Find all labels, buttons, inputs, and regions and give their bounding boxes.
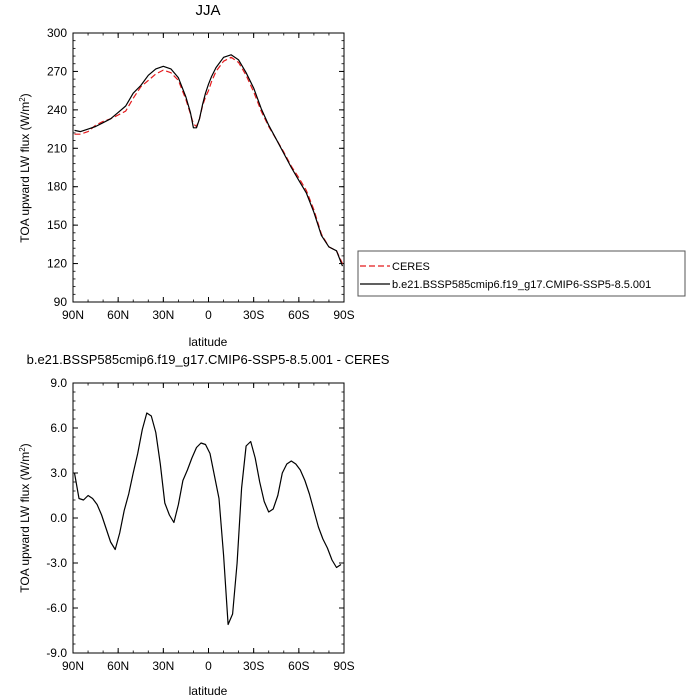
top-x-tick-labels: 90N 60N 30N 0 30S 60S 90S [62,308,355,322]
y-tick-label: 240 [47,103,67,117]
y-tick-label: -9.0 [46,646,67,660]
top-y-axis-label: TOA upward LW flux (W/m2) [18,93,32,242]
y-tick-label: 0.0 [50,511,67,525]
model-series-line [74,54,344,267]
x-tick-label: 30N [152,659,174,673]
y-tick-label: 120 [47,257,67,271]
x-tick-label: 60N [107,308,129,322]
x-tick-label: 90S [333,308,354,322]
y-tick-label: 150 [47,218,67,232]
y-tick-label: 300 [47,26,67,40]
y-tick-label: 3.0 [50,466,67,480]
y-tick-label: 210 [47,141,67,155]
top-plot-frame [72,32,345,303]
x-tick-label: 60N [107,659,129,673]
x-tick-label: 0 [205,308,212,322]
y-tick-label: 270 [47,64,67,78]
y-tick-label: -3.0 [46,556,67,570]
top-series-lines [74,54,344,267]
x-tick-label: 30S [243,308,264,322]
top-panel: JJA 90N 60N 30N 0 30S 60S 90S 90 120 150 180 210 24… [18,2,355,349]
bottom-axis-ticks [72,382,345,654]
top-axis-ticks [72,32,345,303]
legend-label-model: b.e21.BSSP585cmip6.f19_g17.CMIP6-SSP5-8.… [392,279,651,291]
y-tick-label: 180 [47,180,67,194]
bottom-plot-frame [72,382,345,654]
x-tick-label: 60S [288,308,309,322]
x-tick-label: 60S [288,659,309,673]
x-tick-label: 30S [243,659,264,673]
y-tick-label: -6.0 [46,601,67,615]
x-tick-label: 90S [333,659,354,673]
bottom-series-lines [73,412,342,626]
bottom-x-axis-label: latitude [189,684,228,698]
y-tick-label: 6.0 [50,421,67,435]
x-tick-label: 90N [62,659,84,673]
x-tick-label: 90N [62,308,84,322]
legend: CERES b.e21.BSSP585cmip6.f19_g17.CMIP6-S… [357,250,686,297]
y-tick-label: 9.0 [50,376,67,390]
bottom-y-tick-labels: -9.0 -6.0 -3.0 0.0 3.0 6.0 9.0 [46,376,67,660]
ceres-series-line [74,56,344,264]
y-tick-label: 90 [54,295,68,309]
bottom-x-tick-labels: 90N 60N 30N 0 30S 60S 90S [62,659,355,673]
top-y-tick-labels: 90 120 150 180 210 240 270 300 [47,26,67,309]
legend-label-ceres: CERES [392,261,430,273]
top-x-axis-label: latitude [189,335,228,349]
bottom-y-axis-label: TOA upward LW flux (W/m2) [18,443,32,592]
top-chart-title: JJA [195,2,220,19]
bottom-panel: b.e21.BSSP585cmip6.f19_g17.CMIP6-SSP5-8.… [18,352,390,698]
legend-box [357,250,686,297]
model-series-line [73,412,342,626]
bottom-chart-title: b.e21.BSSP585cmip6.f19_g17.CMIP6-SSP5-8.… [27,352,390,367]
x-tick-label: 0 [205,659,212,673]
x-tick-label: 30N [152,308,174,322]
